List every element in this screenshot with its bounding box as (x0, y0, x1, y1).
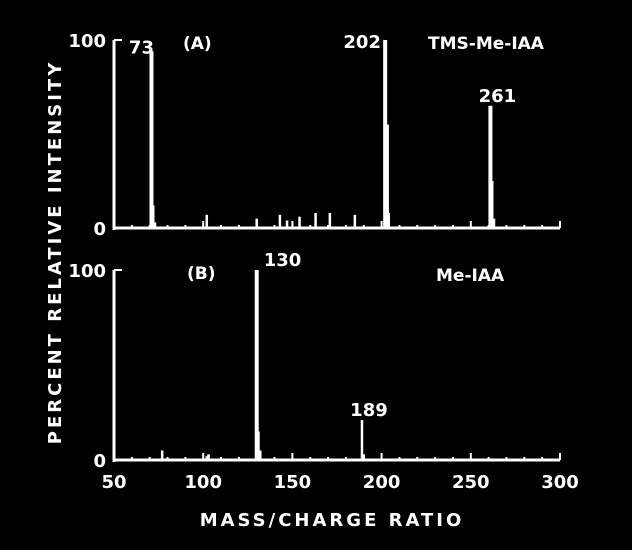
peak-label: 73 (129, 37, 154, 58)
y-tick-label-b: 0 (93, 451, 106, 472)
panel-a-spectrum: 0 100 73 202 261 (A) TMS-Me-IAA (68, 31, 561, 240)
y-axis-title: PERCENT RELATIVE INTENSITY (45, 60, 66, 444)
y-tick-label-a: 0 (93, 219, 106, 240)
peak-label: 261 (479, 86, 517, 107)
peak-bar (151, 205, 155, 228)
panel-label-b: (B) (187, 264, 216, 284)
peak-bar (328, 212, 332, 228)
x-axis-title: MASS/CHARGE RATIO (200, 510, 465, 531)
x-tick-label: 100 (184, 472, 222, 493)
peak-bar (285, 220, 289, 228)
peak-bar (353, 214, 357, 228)
x-tick-label: 50 (101, 472, 126, 493)
peak-bar (255, 218, 258, 228)
panel-b-spectrum: 0 100 50 100 150 200 250 300 130 189 (B) Me-IAA (68, 250, 578, 493)
peak-bar (153, 222, 157, 228)
x-tick-label: 300 (541, 472, 579, 493)
peak-bar (387, 212, 390, 228)
peak-bar (384, 124, 389, 228)
x-tick-label: 150 (274, 472, 312, 493)
compound-name-b: Me-IAA (436, 266, 505, 286)
peak-bar (314, 212, 317, 228)
peak-bar (257, 431, 260, 460)
x-tick-label: 200 (363, 472, 401, 493)
x-tick-label: 250 (452, 472, 490, 493)
peak-bar (207, 454, 210, 460)
peak-bar (360, 420, 364, 460)
peak-bar (362, 454, 366, 460)
peak-bar (490, 181, 494, 228)
peak-bar (492, 218, 496, 228)
peak-label: 130 (264, 250, 302, 271)
y-tick-label-a: 100 (68, 31, 106, 52)
peak-bar (254, 270, 259, 460)
peak-bar (160, 450, 164, 460)
peak-bar (205, 214, 209, 228)
peak-label: 189 (350, 400, 388, 421)
peak-bar (278, 214, 282, 228)
peak-label: 202 (343, 32, 381, 53)
peak-bar (488, 105, 493, 228)
peak-bar (298, 216, 301, 228)
peak-bar (205, 456, 209, 460)
y-tick-label-b: 100 (68, 261, 106, 282)
panel-label-a: (A) (183, 34, 212, 54)
peak-bar (259, 450, 262, 460)
peak-bar (149, 51, 154, 228)
compound-name-a: TMS-Me-IAA (428, 34, 545, 54)
